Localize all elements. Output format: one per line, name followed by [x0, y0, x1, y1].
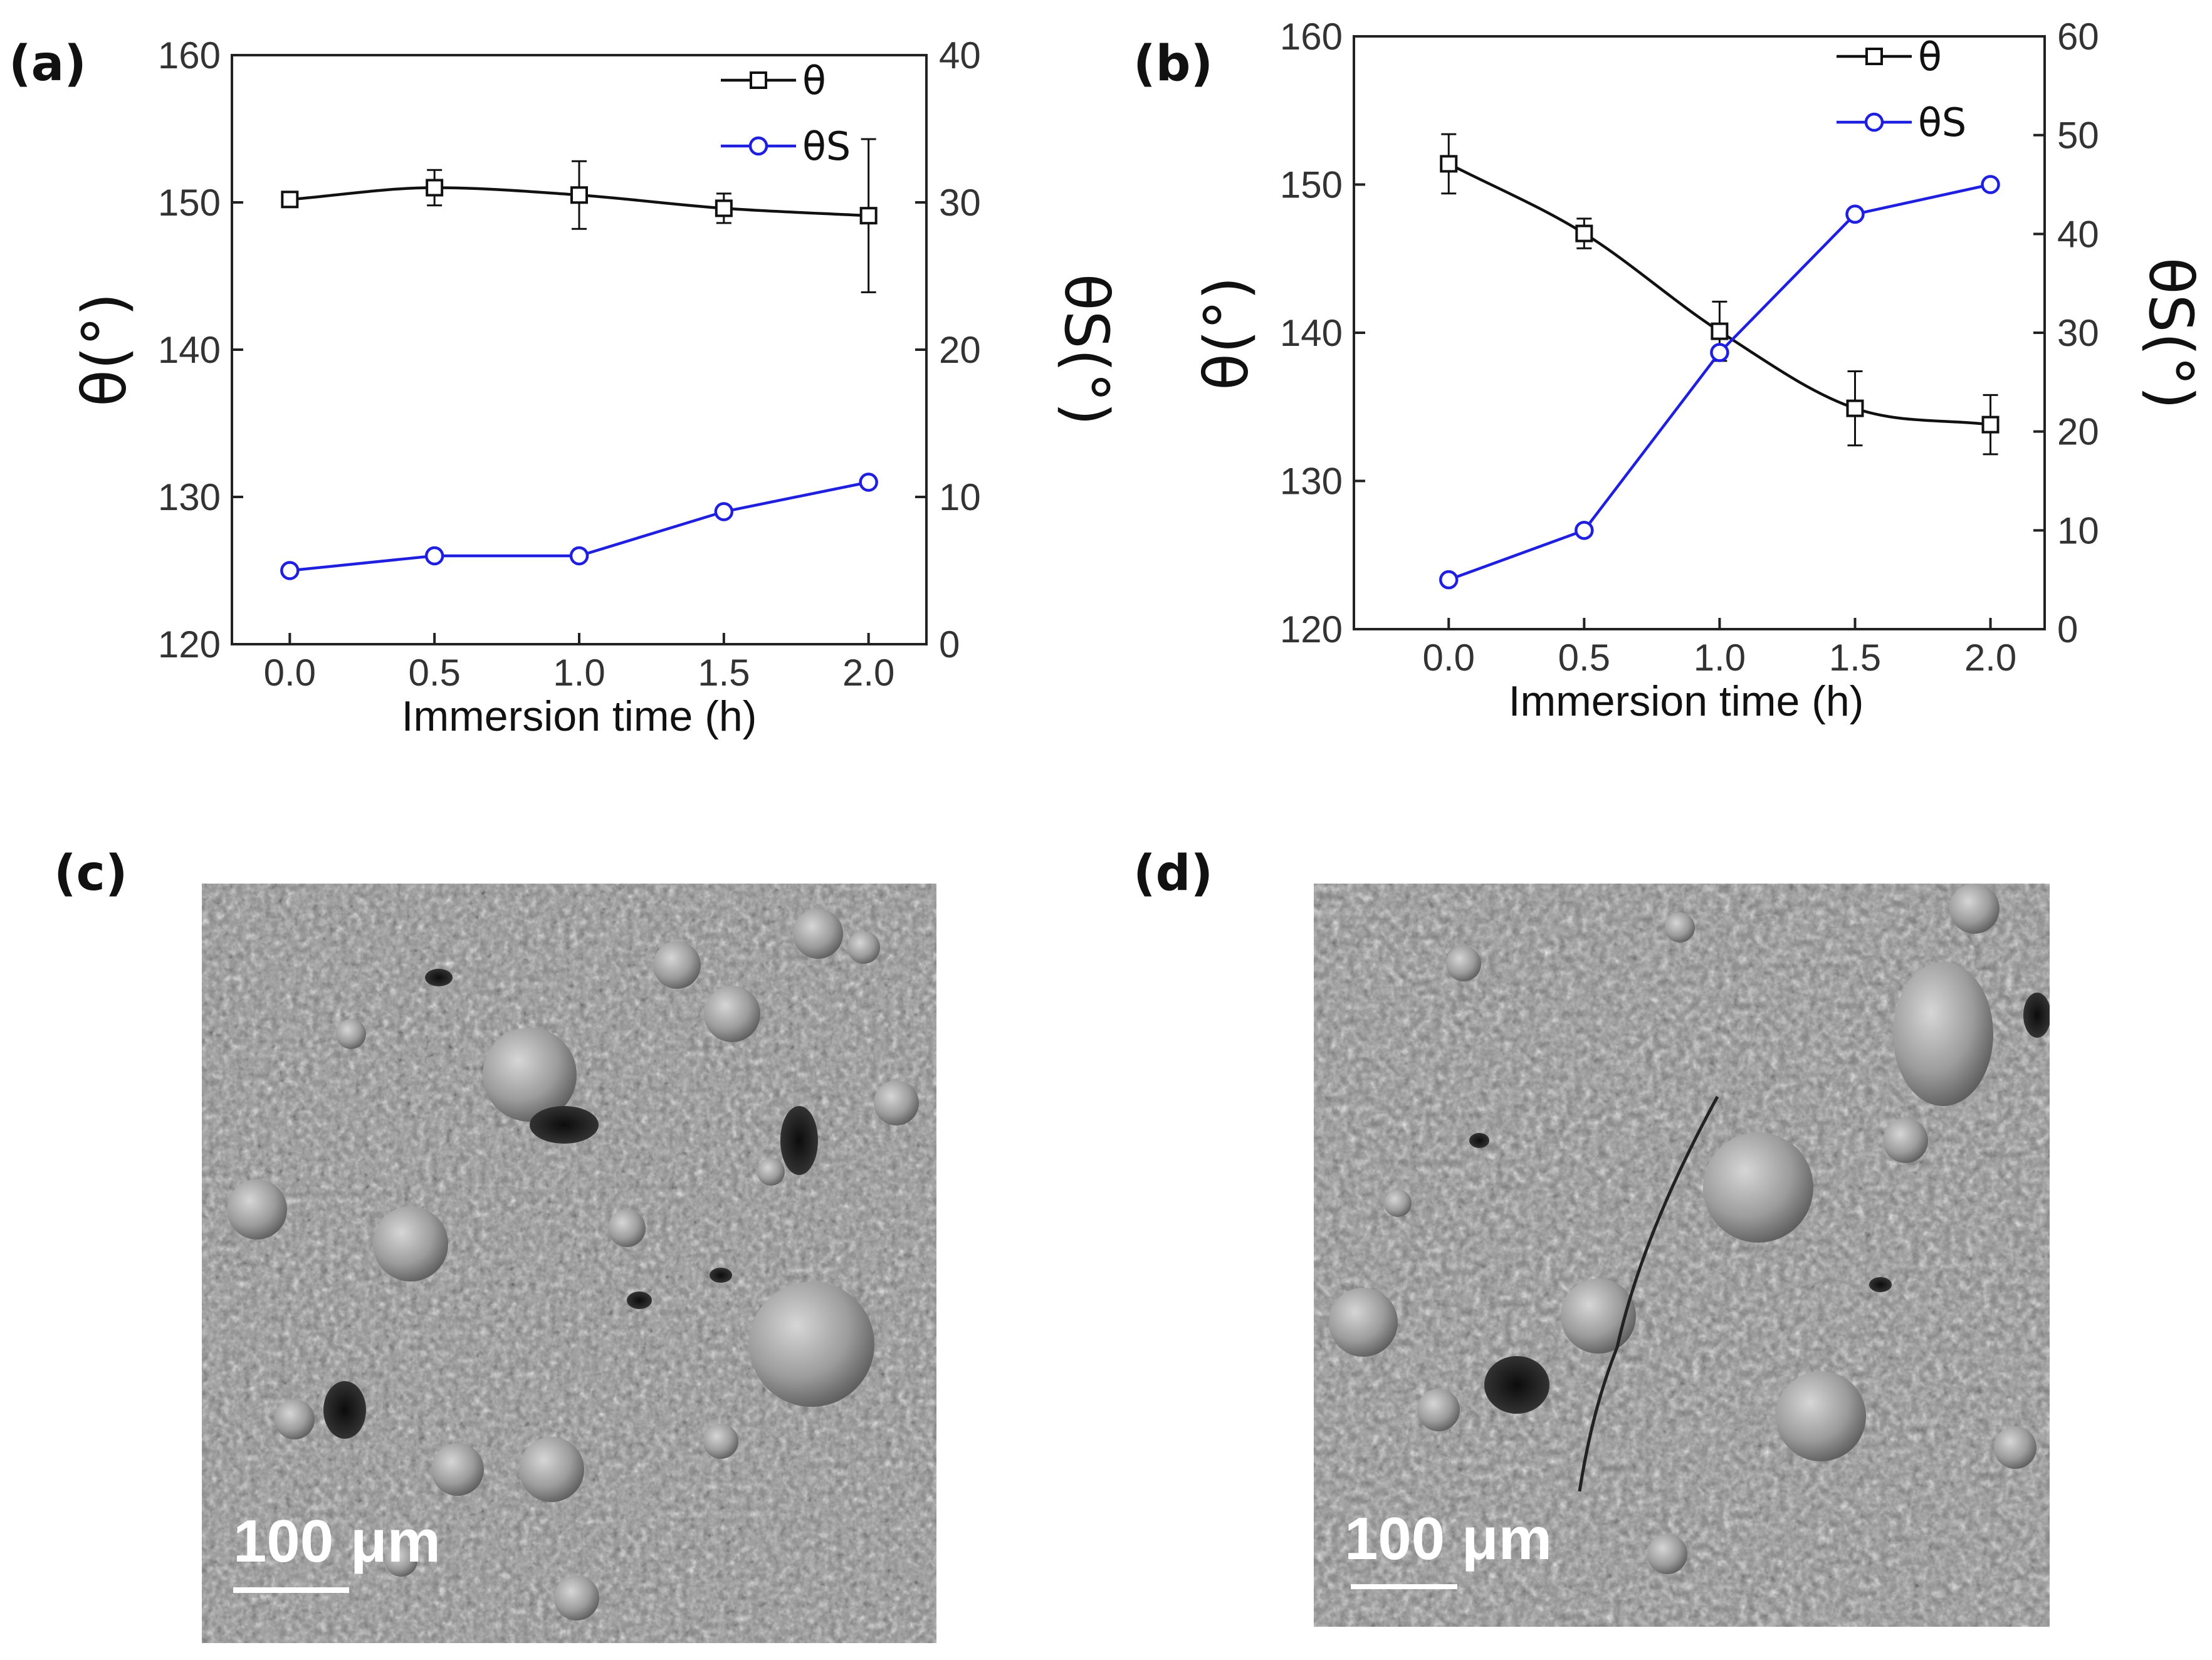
legend: θ θS — [1837, 34, 1966, 145]
y2-tick-label: 20 — [2057, 411, 2099, 453]
legend-marker — [1864, 112, 1884, 132]
scale-bar-label: 100 μm — [233, 1508, 441, 1575]
data-point — [1981, 175, 2000, 194]
sem-image-c: 100 μm — [202, 884, 936, 1643]
data-point — [570, 186, 588, 204]
x-tick-label: 0.0 — [264, 652, 316, 694]
data-point — [280, 561, 300, 580]
data-point — [1440, 155, 1458, 173]
y-tick-label: 150 — [158, 182, 221, 224]
x-tick-label: 0.5 — [1558, 637, 1610, 679]
legend-label: θ — [802, 58, 826, 103]
data-point — [569, 546, 589, 566]
x-tick-label: 0.5 — [408, 652, 460, 694]
y-tick-label: 140 — [1280, 312, 1343, 354]
scale-bar — [1351, 1584, 1457, 1589]
x-tick-label: 0.0 — [1423, 637, 1475, 679]
data-point — [424, 546, 444, 566]
panel-label-c: (c) — [54, 845, 128, 902]
x-tick-label: 1.0 — [553, 652, 605, 694]
data-point — [426, 179, 444, 197]
data-point — [859, 472, 878, 492]
y2-tick-label: 0 — [939, 624, 960, 666]
data-point — [1711, 322, 1729, 340]
y2-tick-label: 40 — [939, 34, 981, 76]
chart-b: 0.0 0.5 1.0 1.5 2.0 120 130 140 150 160 0 10 20 30 40 5… — [1192, 16, 2206, 725]
data-point — [1575, 521, 1594, 540]
legend-label: θS — [802, 123, 851, 169]
y2-tick-label: 30 — [939, 182, 981, 224]
x-tick-label: 2.0 — [1964, 637, 2016, 679]
panel-label-b: (b) — [1133, 36, 1213, 92]
y2-tick-label: 40 — [2057, 213, 2099, 255]
sem-particles — [227, 909, 919, 1621]
y2-tick-label: 60 — [2057, 16, 2099, 58]
y-tick-label: 140 — [158, 329, 221, 371]
data-point — [1439, 570, 1459, 590]
legend-label: θ — [1918, 34, 1942, 80]
y-tick-label: 160 — [1280, 16, 1343, 58]
sem-image-d: 100 μm — [1314, 884, 2050, 1627]
data-point — [1845, 204, 1865, 224]
panel-label-a: (a) — [9, 36, 86, 92]
legend-label: θS — [1918, 100, 1966, 145]
y-axis-title: θ(°) — [1192, 276, 1262, 390]
y2-tick-label: 0 — [2057, 608, 2078, 650]
data-point — [714, 502, 734, 521]
data-point — [1575, 224, 1593, 243]
data-point — [859, 207, 878, 225]
series-line-theta-s — [1448, 183, 1991, 582]
y2-tick-label: 10 — [2057, 509, 2099, 551]
data-point — [1981, 415, 2000, 434]
x-tick-label: 1.5 — [698, 652, 750, 694]
panel-label-d: (d) — [1133, 845, 1213, 902]
scale-bar-label: 100 μm — [1344, 1505, 1552, 1572]
y-axis-title: θ(°) — [70, 293, 140, 407]
legend-marker — [750, 71, 767, 89]
scale-bar — [233, 1587, 349, 1593]
sem-particles — [1329, 884, 2050, 1574]
x-axis-title: Immersion time (h) — [1509, 677, 1864, 725]
y-tick-label: 130 — [1280, 461, 1343, 503]
y2-axis-title: θS(°) — [2136, 258, 2206, 410]
y-tick-label: 150 — [1280, 164, 1343, 206]
y2-tick-label: 30 — [2057, 312, 2099, 354]
x-axis-title: Immersion time (h) — [402, 692, 757, 740]
y-tick-label: 130 — [158, 476, 221, 518]
x-tick-label: 1.0 — [1694, 637, 1746, 679]
legend-marker — [1865, 48, 1883, 65]
y-tick-label: 160 — [158, 34, 221, 76]
chart-a: 0.0 0.5 1.0 1.5 2.0120130140150160010203040 … — [70, 34, 1121, 740]
x-tick-label: 2.0 — [842, 652, 894, 694]
y-tick-label: 120 — [1280, 608, 1343, 650]
y2-axis-title: θS(°) — [1051, 274, 1121, 426]
y2-tick-label: 20 — [939, 329, 981, 371]
data-point — [715, 199, 733, 217]
legend-marker — [748, 136, 768, 156]
data-point — [1846, 399, 1864, 417]
data-point — [281, 191, 299, 209]
data-point — [1710, 343, 1729, 362]
x-tick-label: 1.5 — [1829, 637, 1881, 679]
y-tick-label: 120 — [158, 624, 221, 666]
legend: θ θS — [721, 58, 851, 169]
y2-tick-label: 10 — [939, 476, 981, 518]
y2-tick-label: 50 — [2057, 115, 2099, 157]
